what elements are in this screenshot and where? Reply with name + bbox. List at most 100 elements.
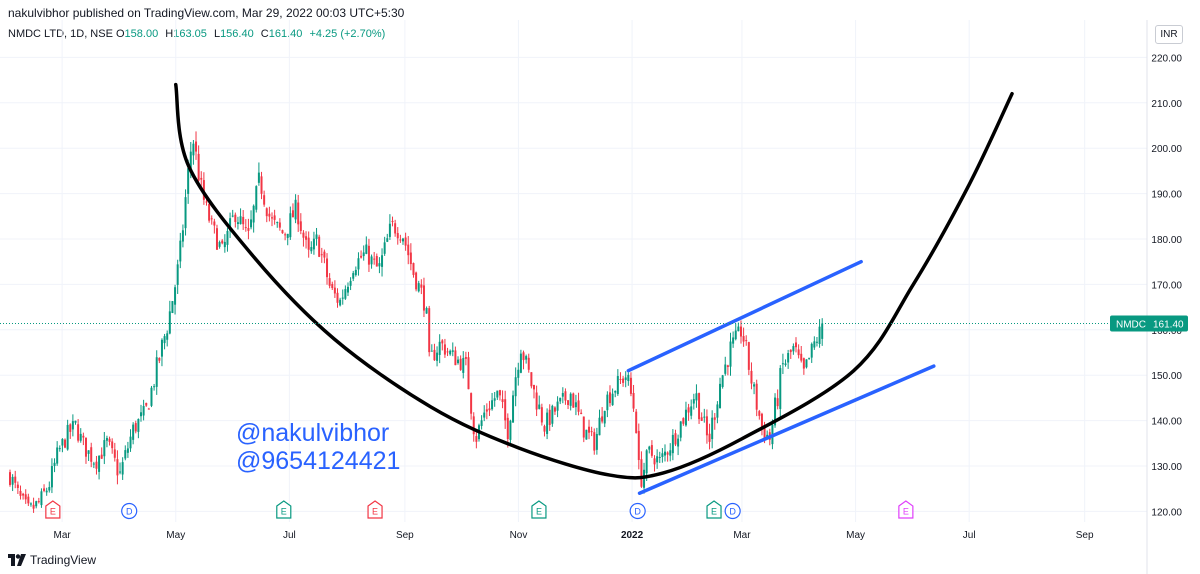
event-label: D [634,507,641,517]
candle-body [168,311,171,334]
dividend-marker[interactable]: D [121,502,138,520]
candle-body [472,416,475,435]
earnings-marker[interactable]: E [706,500,722,519]
candle-body [622,378,625,383]
candle-body [795,342,797,348]
candle-body [724,364,727,374]
lower-trend-line [637,364,936,495]
high-label: H [165,28,174,40]
open-label: O [115,28,125,40]
candle-body [462,358,465,373]
dividend-marker[interactable]: D [629,502,646,520]
earnings-marker[interactable]: E [45,500,61,519]
time-tick-label: Sep [396,530,414,541]
earnings-marker[interactable]: E [531,500,547,519]
time-tick-label: Nov [510,530,528,541]
candle-body [132,424,135,440]
currency-button[interactable]: INR [1155,25,1183,44]
candle-body [278,222,281,228]
candle-body [197,153,200,181]
candle-body [543,426,546,432]
candle-body [9,472,11,485]
candle-body [674,433,677,445]
candle-body [708,433,711,442]
candle-body [624,377,627,380]
candle-body [189,151,192,169]
candle-body [760,413,763,428]
tradingview-logo[interactable]: TradingView [8,552,96,568]
candle-body [653,458,656,465]
earnings-marker[interactable]: E [367,500,383,519]
candle-body [721,375,724,387]
earnings-marker[interactable]: E [276,500,292,519]
candle-body [273,215,276,220]
candle-body [525,356,528,360]
candle-body [244,227,247,229]
candle-body [370,256,373,265]
candle-body [504,399,507,421]
candle-body [84,437,87,457]
candle-body [158,357,161,361]
candle-body [69,424,72,432]
candle-body [645,450,648,474]
candle-body [223,241,226,248]
candle-body [215,228,218,250]
candle-body [50,466,53,488]
candle-body [299,221,302,231]
earnings-icon [367,500,383,519]
candle-body [574,402,577,408]
earnings-icon [45,500,61,519]
candle-body [179,240,182,262]
candle-body [629,377,632,394]
candle-body [433,349,436,361]
candle-body [64,439,67,448]
symbol-legend: NMDC LTD, 1D, NSE O158.00 H163.05 L156.4… [8,28,389,40]
candle-body [467,357,470,390]
candle-body [257,172,260,183]
candle-body [263,195,266,205]
candle-body [614,390,617,393]
candle-body [92,463,95,465]
candle-body [619,379,622,381]
candle-body [208,204,211,221]
candle-body [430,350,433,352]
candle-body [606,394,609,411]
candle-body [598,417,601,436]
candle-body [454,350,457,366]
candle-body [210,218,213,220]
candle-body [234,214,237,223]
candle-body [40,491,43,506]
candle-body [32,504,35,509]
symbol-name[interactable]: NMDC LTD, 1D, NSE [8,28,113,40]
candle-body [745,340,748,342]
candle-body [611,393,614,406]
earnings-marker[interactable]: E [898,500,914,519]
candle-body [320,254,323,256]
candle-body [747,342,750,370]
candle-body [818,326,821,344]
event-label: D [729,507,736,517]
candle-body [682,418,685,424]
candle-body [692,399,695,404]
candle-body [789,349,792,353]
candle-body [732,337,735,344]
event-label: E [50,507,56,517]
candle-body [16,484,19,488]
candle-body [281,230,284,234]
candle-body [77,424,80,441]
candle-body [627,374,630,382]
low-label: L [213,28,221,40]
candle-body [527,357,530,370]
candle-body [171,301,174,314]
dividend-icon [629,502,646,520]
candle-body [755,383,758,410]
candle-body [787,353,790,363]
candle-body [415,272,418,290]
candle-body [124,450,127,459]
candle-body [305,236,308,240]
dividend-marker[interactable]: D [724,502,741,520]
candle-body [312,238,315,250]
candle-body [383,242,386,254]
